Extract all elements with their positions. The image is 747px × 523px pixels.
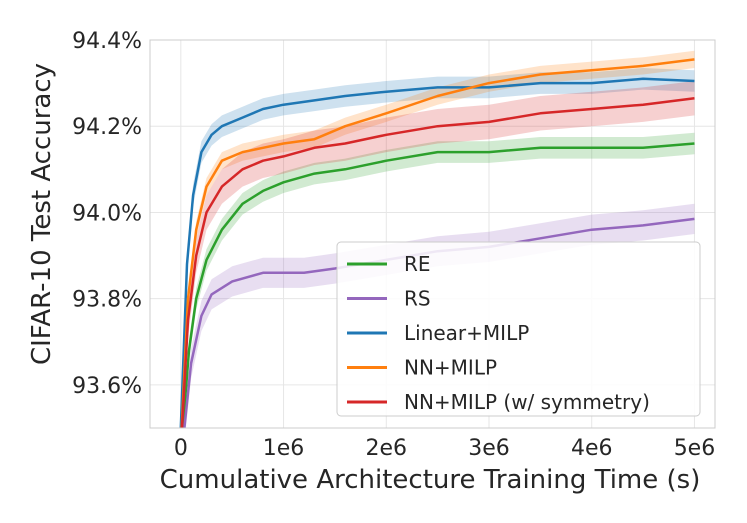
legend-label: Linear+MILP (404, 321, 529, 345)
x-tick-labels: 0 1e6 2e6 3e6 4e6 5e6 (174, 436, 715, 461)
band-nn-milp-w-symmetry- (181, 81, 695, 428)
x-axis-label: Cumulative Architecture Training Time (s… (160, 465, 701, 495)
series-line-nn-milp-w-symmetry- (180, 96, 695, 428)
legend-label: RE (404, 252, 431, 276)
y-tick-label: 94.0% (72, 201, 142, 226)
series-line-rs (183, 217, 695, 428)
x-tick-label: 2e6 (366, 436, 408, 461)
series-lines (179, 58, 695, 428)
x-tick-label: 0 (174, 436, 188, 461)
x-tick-label: 4e6 (571, 436, 613, 461)
legend-label: RS (404, 287, 431, 311)
band-rs (182, 203, 695, 428)
y-tick-label: 93.6% (72, 374, 142, 399)
y-tick-label: 94.4% (72, 29, 142, 54)
x-tick-label: 5e6 (674, 436, 716, 461)
x-tick-label: 1e6 (263, 436, 305, 461)
legend: RE RS Linear+MILP NN+MILP NN+MILP (w/ symmet… (336, 241, 701, 417)
band-nn-milp (181, 50, 695, 428)
series-line-re (181, 142, 695, 428)
series-line-linear-milp (179, 77, 695, 428)
y-tick-label: 93.8% (72, 288, 142, 313)
y-tick-labels: 93.6% 93.8% 94.0% 94.2% 94.4% (72, 29, 142, 399)
legend-label: NN+MILP (404, 356, 497, 380)
y-axis-label: CIFAR-10 Test Accuracy (27, 63, 57, 365)
plot-frame (149, 39, 716, 429)
confidence-bands (180, 50, 695, 428)
x-tick-label: 3e6 (468, 436, 510, 461)
series-line-nn-milp (180, 58, 695, 428)
y-tick-label: 94.2% (72, 115, 142, 140)
legend-box (336, 241, 701, 417)
legend-label: NN+MILP (w/ symmetry) (404, 390, 650, 414)
